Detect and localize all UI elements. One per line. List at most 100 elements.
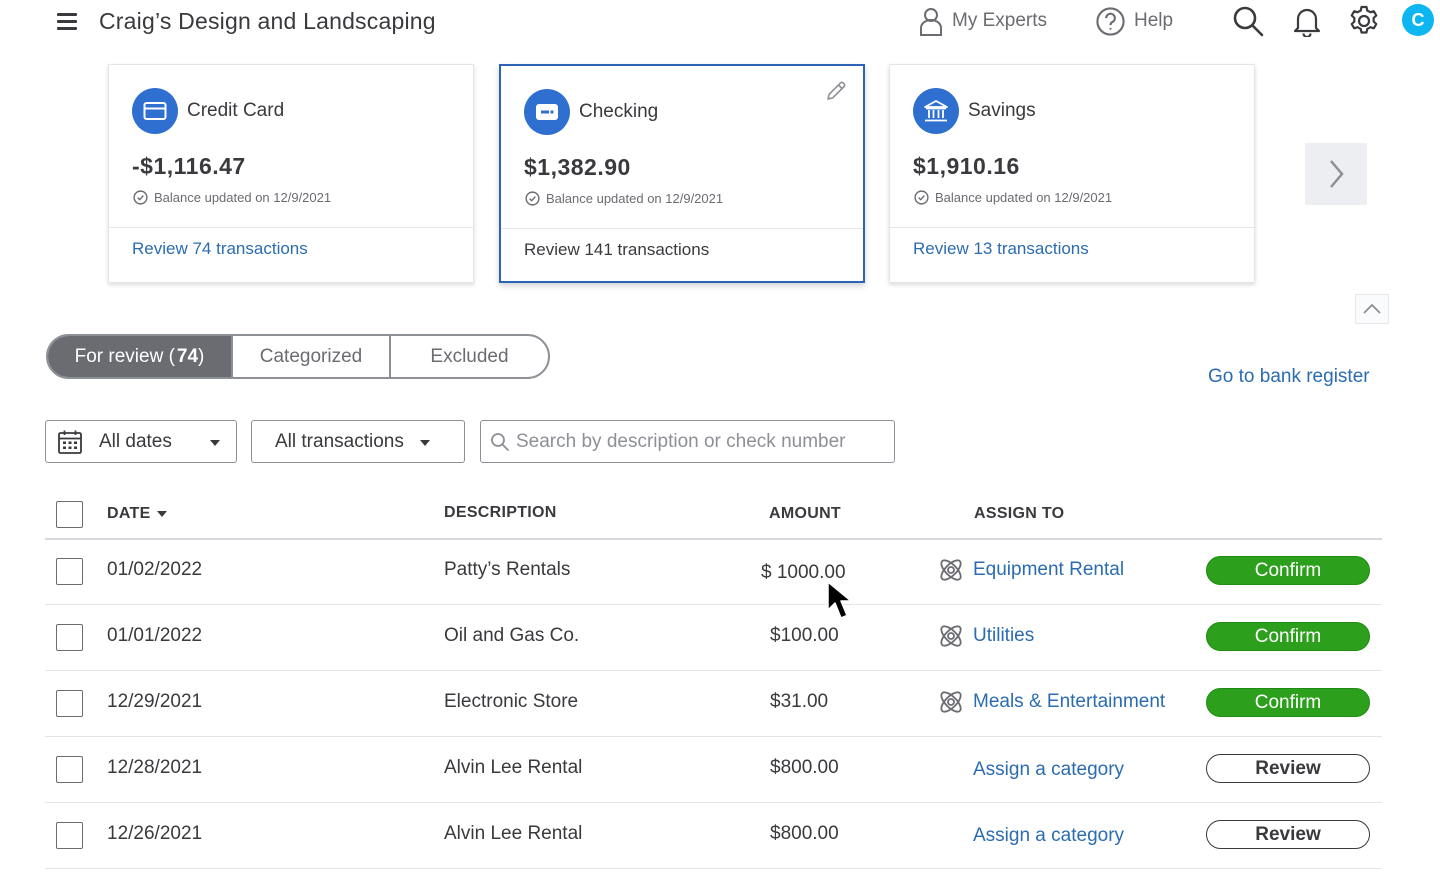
balance-updated-text: Balance updated on 12/9/2021 — [935, 190, 1113, 205]
description-column-header: DESCRIPTION — [444, 504, 557, 521]
avatar[interactable]: C — [1402, 4, 1434, 36]
help-icon — [1096, 6, 1125, 36]
row-checkbox[interactable] — [56, 690, 83, 717]
account-card-credit-card[interactable]: Credit Card -$1,116.47 Balance updated o… — [108, 64, 474, 283]
next-accounts-button[interactable] — [1305, 143, 1367, 205]
balance-updated-text: Balance updated on 12/9/2021 — [154, 190, 332, 205]
suggested-match-icon — [940, 691, 962, 713]
person-icon — [920, 8, 942, 36]
row-assign-label: Assign a category — [973, 759, 1125, 780]
account-card-checking[interactable]: Checking $1,382.90 Balance updated on 12… — [499, 64, 865, 283]
balance-updated: Balance updated on 12/9/2021 — [914, 190, 1112, 205]
search-input[interactable] — [516, 430, 886, 453]
row-assign-label: Assign a category — [973, 825, 1125, 846]
row-description: Electronic Store — [444, 691, 579, 712]
tab-for-review-count: 74 — [176, 345, 199, 367]
row-assign-category[interactable]: Meals & Entertainment — [940, 691, 1165, 713]
go-to-bank-register-link[interactable]: Go to bank register — [1208, 366, 1370, 387]
row-amount: $800.00 — [770, 823, 839, 844]
card-divider — [109, 227, 473, 228]
review-transactions-link[interactable]: Review 13 transactions — [913, 239, 1089, 258]
card-divider — [501, 228, 863, 229]
row-assign-category[interactable]: Equipment Rental — [940, 559, 1125, 581]
my-experts-button[interactable]: My Experts — [918, 4, 1047, 38]
chevron-right-icon — [1330, 160, 1344, 188]
check-circle-icon — [914, 190, 929, 205]
bell-icon[interactable] — [1290, 4, 1324, 38]
row-assign-category[interactable]: Assign a category — [973, 759, 1124, 781]
checking-icon — [524, 89, 570, 135]
tab-categorized[interactable]: Categorized — [233, 336, 391, 377]
tab-excluded[interactable]: Excluded — [430, 345, 509, 367]
check-circle-icon — [133, 190, 148, 205]
credit-card-icon — [132, 88, 178, 134]
review-button[interactable]: Review — [1206, 754, 1370, 783]
table-row[interactable]: 01/02/2022 Patty’s Rentals $ 1000.00 Equ… — [45, 539, 1382, 605]
confirm-button[interactable]: Confirm — [1206, 622, 1370, 651]
select-all-checkbox[interactable] — [56, 501, 83, 528]
confirm-button[interactable]: Confirm — [1206, 688, 1370, 717]
account-name: Credit Card — [187, 100, 285, 121]
my-experts-label: My Experts — [952, 10, 1048, 31]
table-row[interactable]: 01/01/2022 Oil and Gas Co. $100.00 Utili… — [45, 605, 1382, 671]
search-icon[interactable] — [1231, 4, 1265, 38]
row-date: 01/01/2022 — [107, 625, 203, 646]
account-card-savings[interactable]: Savings $1,910.16 Balance updated on 12/… — [889, 64, 1255, 283]
caret-down-icon — [420, 440, 430, 446]
row-description: Alvin Lee Rental — [444, 757, 583, 778]
caret-down-icon — [210, 440, 220, 446]
help-label: Help — [1134, 10, 1174, 31]
review-button[interactable]: Review — [1206, 820, 1370, 849]
transactions-filter-dropdown[interactable]: All transactions — [251, 420, 465, 463]
review-transactions-link[interactable]: Review 74 transactions — [132, 239, 308, 258]
date-column-label: DATE — [107, 505, 151, 522]
check-circle-icon — [525, 191, 540, 206]
table-header-divider — [45, 538, 1382, 540]
review-transactions-link[interactable]: Review 141 transactions — [524, 240, 710, 259]
account-balance: $1,910.16 — [913, 153, 1020, 179]
date-column-header[interactable]: DATE — [107, 505, 167, 523]
gear-icon[interactable] — [1347, 4, 1381, 38]
hamburger-menu-icon[interactable] — [57, 13, 79, 31]
row-amount: $31.00 — [770, 691, 829, 712]
chevron-up-icon — [1363, 303, 1381, 314]
row-date: 12/28/2021 — [107, 757, 203, 778]
row-assign-label: Equipment Rental — [973, 559, 1125, 580]
balance-updated-text: Balance updated on 12/9/2021 — [546, 191, 724, 206]
row-amount: $100.00 — [770, 625, 839, 646]
row-checkbox[interactable] — [56, 822, 83, 849]
pencil-icon[interactable] — [825, 80, 847, 107]
tab-for-review-close: ) — [198, 345, 205, 367]
transactions-filter-label: All transactions — [275, 430, 404, 452]
table-row[interactable]: 12/29/2021 Electronic Store $31.00 Meals… — [45, 671, 1382, 737]
row-date: 12/26/2021 — [107, 823, 203, 844]
row-checkbox[interactable] — [56, 756, 83, 783]
row-assign-category[interactable]: Assign a category — [973, 825, 1124, 847]
collapse-accounts-button[interactable] — [1355, 294, 1389, 324]
row-checkbox[interactable] — [56, 558, 83, 585]
tab-for-review[interactable]: For review (74) — [48, 336, 233, 377]
suggested-match-icon — [940, 625, 962, 647]
table-row[interactable]: 12/26/2021 Alvin Lee Rental $800.00 Assi… — [45, 803, 1382, 869]
help-button[interactable]: Help — [1095, 4, 1173, 38]
amount-column-header: AMOUNT — [769, 505, 842, 522]
account-balance: -$1,116.47 — [132, 153, 246, 179]
table-row[interactable]: 12/28/2021 Alvin Lee Rental $800.00 Assi… — [45, 737, 1382, 803]
date-filter-dropdown[interactable]: All dates — [45, 420, 237, 463]
tab-for-review-label: For review ( — [74, 345, 175, 367]
date-filter-label: All dates — [99, 430, 172, 452]
row-description: Oil and Gas Co. — [444, 625, 580, 646]
row-description: Patty’s Rentals — [444, 559, 571, 580]
row-assign-category[interactable]: Utilities — [940, 625, 1035, 647]
calendar-icon — [58, 430, 82, 454]
mouse-pointer-icon — [827, 581, 852, 619]
row-date: 12/29/2021 — [107, 691, 203, 712]
search-field[interactable] — [480, 420, 895, 463]
confirm-button[interactable]: Confirm — [1206, 556, 1370, 585]
assign-to-column-header: ASSIGN TO — [974, 505, 1065, 522]
sort-caret-icon — [156, 511, 167, 517]
row-date: 01/02/2022 — [107, 559, 203, 580]
row-checkbox[interactable] — [56, 624, 83, 651]
row-assign-label: Utilities — [973, 625, 1035, 646]
row-amount: $800.00 — [770, 757, 839, 778]
